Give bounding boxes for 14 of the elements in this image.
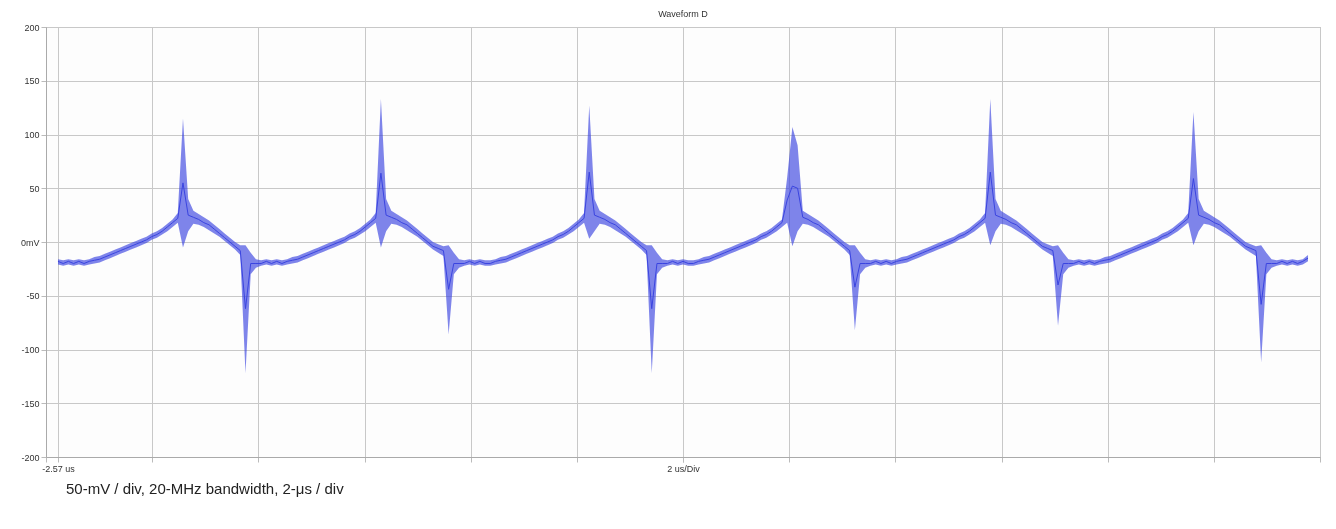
y-tick-label: 50 [29, 183, 40, 194]
y-tick-label: 0mV [20, 237, 40, 248]
y-tick-label: 100 [24, 130, 40, 140]
y-tick-label: -200 [21, 452, 40, 463]
text: 50-mV / div, 20-MHz bandwidth, 2-μs / div [66, 480, 344, 497]
y-tick-label: -150 [21, 398, 40, 409]
line-series [57, 171, 1309, 310]
x-tick-label: 2 us/Div [667, 463, 701, 474]
y-tick-label: -100 [21, 345, 40, 355]
x-tick-label: -2.57 us [42, 463, 76, 474]
y-tick-label: -50 [26, 291, 40, 302]
y-tick-label: 150 [24, 76, 40, 87]
y-tick-label: 200 [24, 22, 40, 33]
chart-title: Waveform D [658, 9, 709, 19]
